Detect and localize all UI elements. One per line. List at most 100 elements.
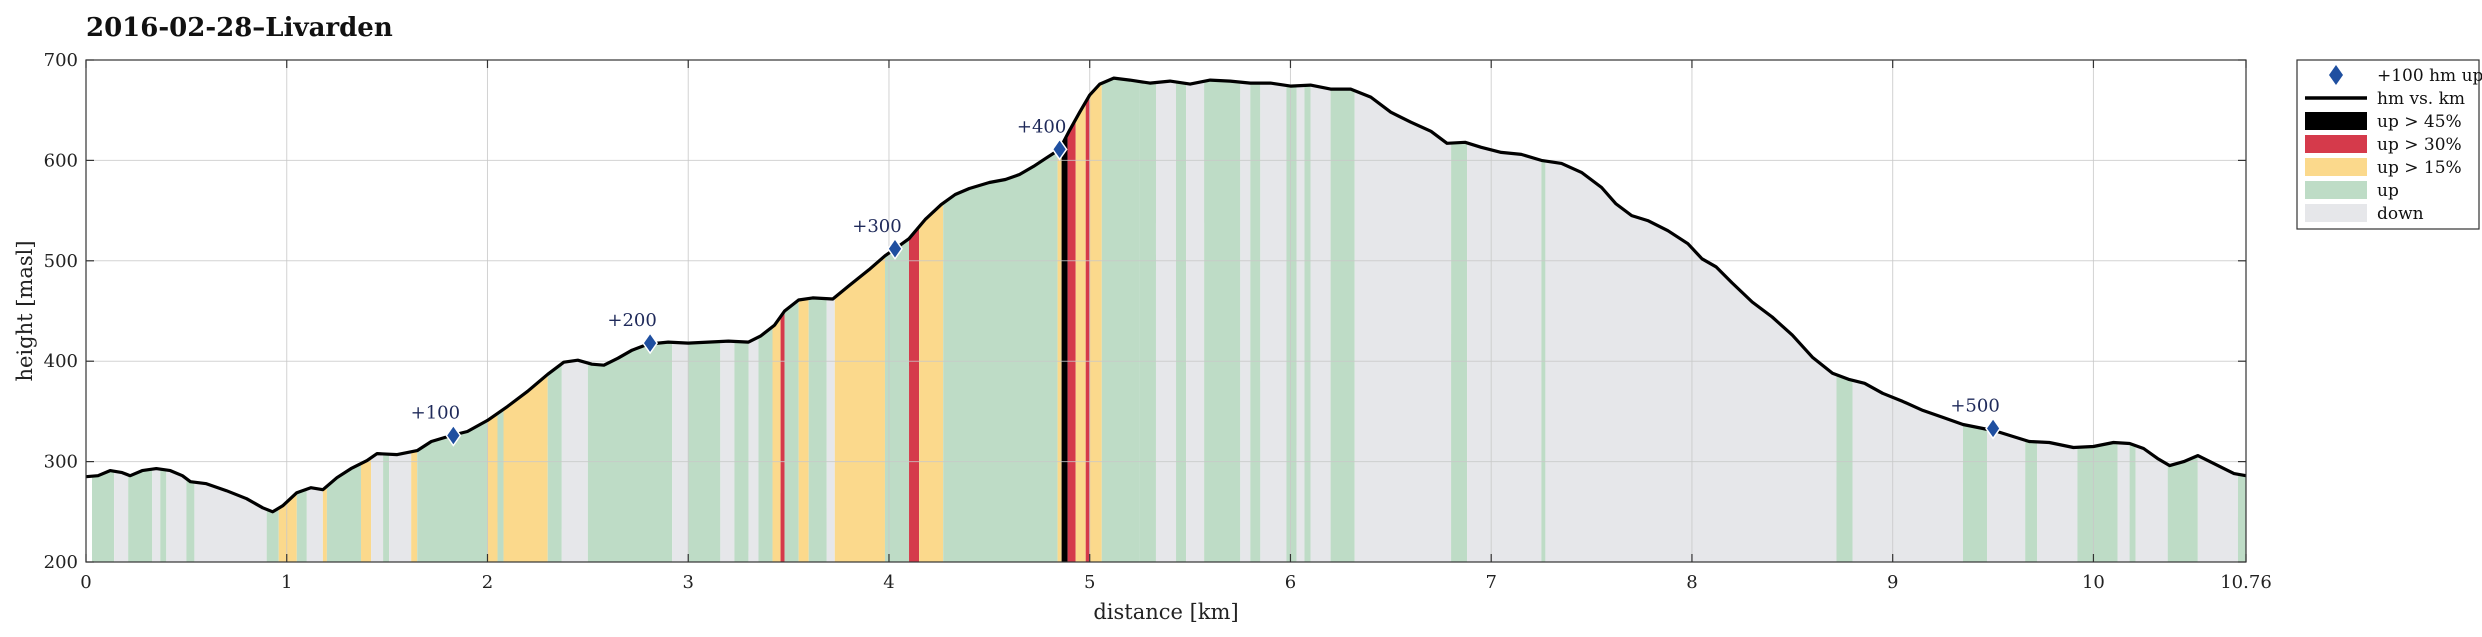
- segment-up: [2237, 474, 2246, 562]
- milestone-label: +200: [607, 310, 656, 331]
- segment-down: [306, 487, 323, 562]
- profile-line: [85, 76, 2247, 514]
- segment-up15: [798, 298, 809, 562]
- segment-up: [1836, 374, 1853, 562]
- x-tick-label: 0: [80, 572, 91, 593]
- segment-up: [884, 238, 910, 562]
- segment-up30: [909, 226, 920, 563]
- segment-up: [547, 363, 562, 562]
- segment-up: [417, 420, 488, 562]
- segment-down: [2037, 441, 2078, 562]
- segment-up: [758, 326, 773, 562]
- chart-title: 2016-02-28–Livarden: [86, 13, 393, 43]
- segment-down: [1354, 90, 1452, 562]
- segment-down: [2117, 442, 2130, 562]
- legend-label: up > 45%: [2377, 112, 2462, 132]
- segment-up: [1286, 85, 1297, 562]
- segment-down: [371, 453, 384, 562]
- axes: 0 1 2 3 4 5 6 7 8 9 10 10.76 200 300 400 500 600 700: [44, 50, 2272, 593]
- segment-down: [152, 468, 161, 562]
- segment-down: [1186, 81, 1205, 563]
- x-tick-label: 2: [482, 572, 493, 593]
- segment-up: [1330, 89, 1355, 562]
- segment-up: [326, 463, 362, 562]
- legend-label: up > 15%: [2377, 158, 2462, 178]
- milestone-label: +500: [1950, 395, 1999, 416]
- milestone-markers: +100 +200 +300 +400 +500: [411, 116, 2001, 447]
- x-tick-label: 8: [1686, 572, 1697, 593]
- segment-down: [1296, 85, 1305, 563]
- x-tick-label: 5: [1084, 572, 1095, 593]
- segment-down: [748, 337, 759, 562]
- segment-down: [1852, 380, 1963, 562]
- x-axis-label: distance [km]: [1093, 600, 1238, 624]
- x-tick-label: 10.76: [2220, 572, 2272, 593]
- segment-up: [734, 341, 749, 562]
- legend-label: hm vs. km: [2377, 89, 2465, 109]
- y-tick-label: 300: [44, 452, 78, 473]
- segment-up15: [1057, 145, 1062, 562]
- x-tick-label: 4: [883, 572, 894, 593]
- segment-up: [943, 150, 1058, 562]
- segment-up: [383, 453, 390, 562]
- segment-up: [1962, 424, 1988, 562]
- legend-swatch-up15: [2305, 158, 2367, 176]
- legend-swatch-up45: [2305, 112, 2367, 130]
- y-axis-label: height [masl]: [13, 240, 37, 381]
- segment-up30: [780, 311, 785, 562]
- segment-down: [1260, 83, 1287, 562]
- segment-up30: [1085, 95, 1090, 562]
- segment-up: [1204, 80, 1241, 562]
- segment-up: [1451, 142, 1468, 563]
- slope-segments: [86, 60, 2246, 563]
- segment-down: [2197, 455, 2238, 562]
- legend-swatch-up: [2305, 181, 2367, 199]
- segment-up15: [361, 457, 372, 562]
- milestone-label: +400: [1017, 116, 1066, 137]
- segment-up15: [919, 203, 944, 562]
- segment-up: [784, 300, 799, 562]
- segment-down: [166, 470, 187, 562]
- milestone-marker: [445, 424, 462, 447]
- milestone-marker: [1051, 138, 1068, 161]
- segment-up: [1176, 82, 1187, 562]
- milestone-label: +100: [411, 402, 460, 423]
- milestone-marker: [1985, 417, 2001, 440]
- legend-label: down: [2377, 204, 2424, 224]
- x-tick-label: 3: [683, 572, 694, 593]
- segment-up: [128, 469, 153, 562]
- segment-up: [1139, 81, 1156, 562]
- segment-up: [92, 470, 115, 562]
- legend: +100 hm up hm vs. km up > 45% up > 30% up > …: [2296, 59, 2482, 230]
- y-tick-label: 400: [44, 351, 78, 372]
- segment-up15: [772, 316, 781, 562]
- x-tick-label: 1: [281, 572, 292, 593]
- y-tick-label: 700: [44, 50, 78, 71]
- y-tick-label: 500: [44, 251, 78, 272]
- x-tick-label: 7: [1485, 572, 1496, 593]
- segment-up: [2167, 455, 2198, 562]
- segment-down: [1155, 81, 1177, 562]
- segment-down: [826, 297, 835, 562]
- axes-frame: [85, 59, 2247, 563]
- segment-down: [114, 471, 129, 562]
- segment-down: [1240, 82, 1251, 562]
- legend-label: +100 hm up: [2377, 66, 2482, 86]
- segment-down: [2135, 445, 2168, 562]
- segment-up: [186, 478, 195, 562]
- segment-up: [160, 469, 167, 562]
- segment-up15: [411, 450, 418, 562]
- segment-up: [497, 409, 504, 562]
- segment-down: [720, 341, 735, 562]
- y-tick-label: 600: [44, 150, 78, 171]
- segment-up: [266, 508, 279, 562]
- legend-swatch-down: [2305, 204, 2367, 222]
- segment-up15: [503, 374, 548, 562]
- segment-up: [2129, 443, 2136, 562]
- segment-down: [672, 342, 689, 562]
- x-tick-label: 10: [2082, 572, 2105, 593]
- segment-up: [2077, 442, 2118, 562]
- segment-up: [808, 297, 827, 562]
- segment-down: [1310, 85, 1331, 562]
